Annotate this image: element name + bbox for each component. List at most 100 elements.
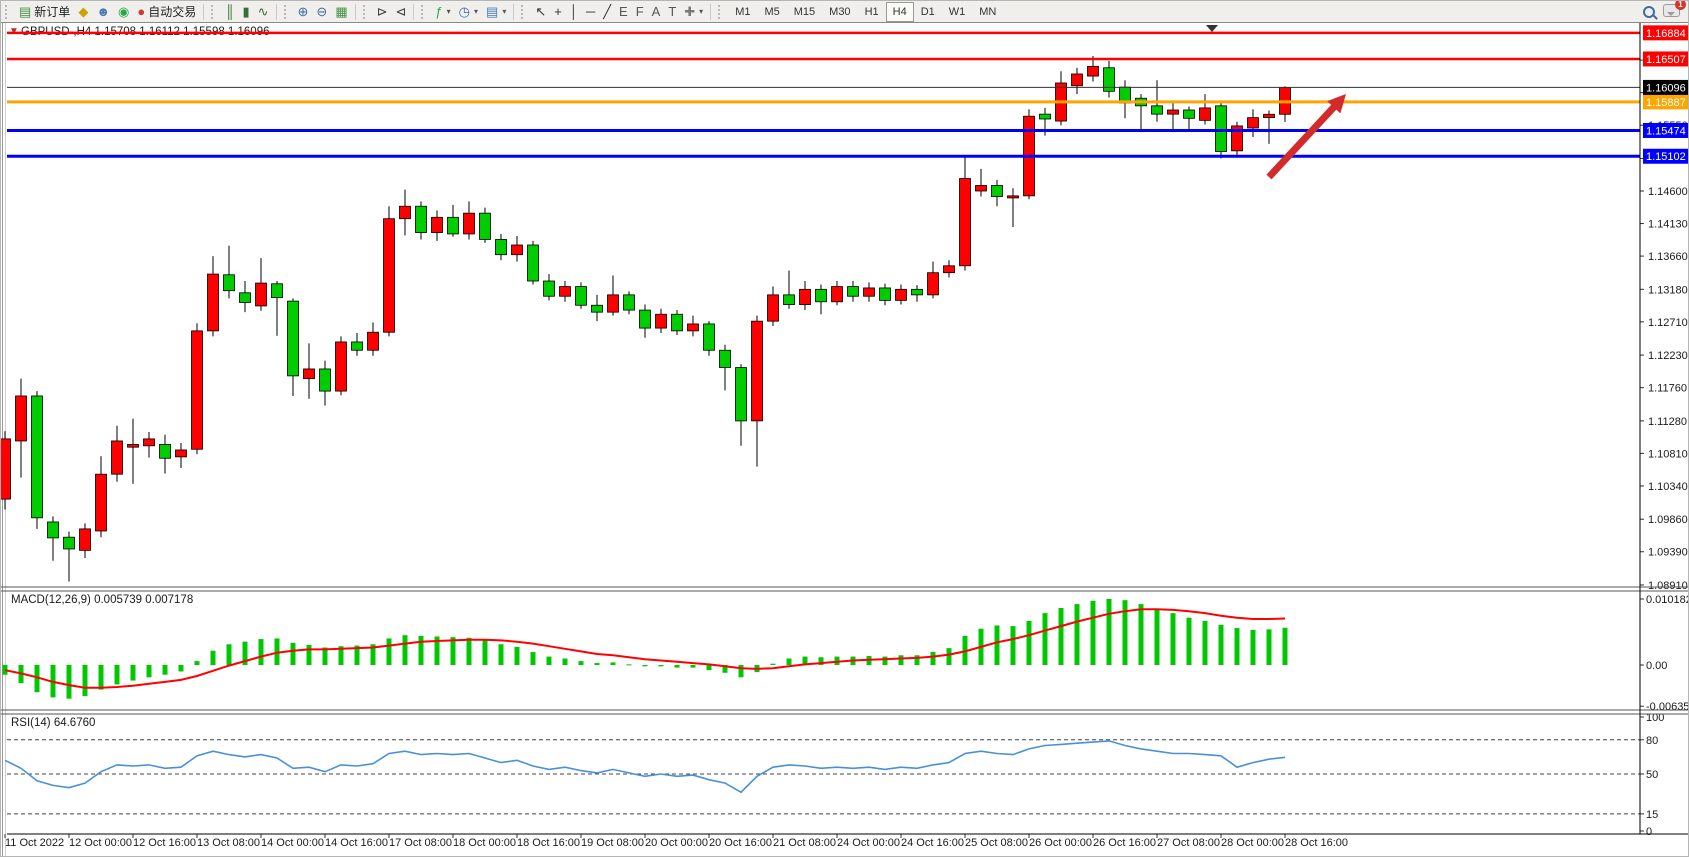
chart-shift-button[interactable]: ⊲: [392, 2, 411, 21]
macd-histogram-bar: [898, 655, 904, 665]
arrow-head: [1327, 94, 1346, 114]
macd-histogram-bar: [1250, 629, 1256, 665]
highlight-tool-button[interactable]: ◆: [74, 2, 92, 21]
price-badge-label: 1.16507: [1646, 54, 1686, 66]
candle-bearish: [223, 274, 235, 292]
timeframe-w1-button[interactable]: W1: [948, 5, 966, 18]
macd-histogram-bar: [306, 644, 312, 665]
trendline-button[interactable]: ╱: [599, 2, 615, 21]
profile-button[interactable]: ☻: [92, 2, 114, 21]
macd-histogram-bar: [994, 625, 1000, 665]
timeframe-m15-button[interactable]: M15: [793, 5, 816, 18]
fibonacci-button[interactable]: F: [632, 2, 648, 21]
candle-bearish: [479, 212, 491, 240]
price-badge: [1643, 148, 1688, 164]
templates-icon: ▤: [486, 4, 499, 19]
price-badge-label: 1.16884: [1646, 28, 1686, 40]
date-tick-label: 28 Oct 00:00: [1221, 837, 1284, 849]
price-badge-label: 1.15102: [1646, 151, 1686, 163]
macd-histogram-bar: [34, 665, 40, 693]
new-order-button[interactable]: ▤ 新订单: [15, 2, 74, 21]
templates-button[interactable]: ▤ ▾: [482, 2, 510, 21]
price-tick-label: 1.13660: [1648, 251, 1688, 263]
chart-shift-marker[interactable]: [1206, 25, 1218, 32]
arrow-annotation[interactable]: [1266, 104, 1337, 180]
cursor-button[interactable]: ↖: [531, 2, 550, 21]
candle-bullish: [511, 244, 523, 256]
date-tick-label: 20 Oct 16:00: [709, 837, 772, 849]
chevron-down-icon[interactable]: ▾: [474, 7, 479, 16]
periods-button[interactable]: ◷ ▾: [455, 2, 482, 21]
candle-bearish: [575, 286, 587, 306]
vertical-line-button[interactable]: │: [566, 2, 582, 21]
date-tick-label: 14 Oct 16:00: [325, 837, 388, 849]
macd-histogram-bar: [1010, 626, 1016, 665]
text-label-button[interactable]: T: [664, 2, 680, 21]
toolbar-grip: [362, 4, 370, 19]
timeframe-d1-button[interactable]: D1: [920, 5, 935, 18]
date-tick-label: 25 Oct 08:00: [965, 837, 1028, 849]
macd-histogram-bar: [210, 650, 216, 665]
macd-histogram-bar: [466, 637, 472, 665]
chevron-down-icon[interactable]: ▾: [446, 7, 451, 16]
candle-bullish: [863, 287, 875, 297]
candle-bullish: [1, 438, 11, 500]
candle-bearish: [527, 244, 539, 282]
search-icon[interactable]: [1643, 5, 1655, 18]
candle-bearish: [495, 239, 507, 256]
chevron-down-icon[interactable]: ▾: [699, 7, 704, 16]
profile-icon: ☻: [96, 4, 110, 19]
rsi-line: [4, 740, 1286, 794]
macd-histogram-bar: [1138, 604, 1144, 665]
candle-bullish: [1247, 117, 1259, 129]
notifications-button[interactable]: 1: [1663, 1, 1686, 20]
auto-trading-button-label: 自动交易: [148, 5, 197, 19]
timeframe-m1-button[interactable]: M1: [735, 5, 751, 18]
timeframe-h1-button[interactable]: H1: [864, 5, 879, 18]
chart-area[interactable]: ▼GBPUSD-,H4 1.15708 1.16112 1.15598 1.16…: [1, 23, 1689, 857]
zoom-out-button[interactable]: ⊖: [312, 2, 331, 21]
zoom-out-icon: ⊖: [316, 4, 328, 19]
candle-bullish: [255, 282, 267, 307]
candle-bullish: [831, 286, 843, 303]
chart-menu-icon[interactable]: ▼: [9, 26, 19, 37]
auto-scroll-button[interactable]: ⊳: [373, 2, 392, 21]
candle-bearish: [1215, 105, 1227, 152]
line-chart-button[interactable]: ∿: [254, 2, 273, 21]
horizontal-line-button[interactable]: ─: [582, 2, 599, 21]
macd-histogram-bar: [242, 641, 248, 665]
price-tick-label: 1.09860: [1648, 514, 1688, 526]
candle-bullish: [975, 185, 987, 192]
date-tick-label: 12 Oct 00:00: [69, 837, 132, 849]
arrows-objects-button[interactable]: ✚ ▾: [680, 2, 707, 21]
timeframe-h4-button[interactable]: H4: [885, 1, 914, 22]
candle-bullish: [1087, 65, 1099, 77]
auto-trading-icon: ●: [137, 4, 146, 19]
add-indicator-button[interactable]: ƒ ▾: [431, 2, 454, 21]
macd-histogram-bar: [1058, 607, 1064, 665]
arrows-objects-icon: ✚: [684, 4, 696, 19]
fibonacci-icon: F: [635, 4, 644, 19]
timeframe-m30-button[interactable]: M30: [829, 5, 851, 18]
timeframe-m5-button[interactable]: M5: [764, 5, 780, 18]
candle-bullish: [15, 395, 27, 442]
equidistant-channel-button[interactable]: E: [615, 2, 632, 21]
price-tick-label: 1.11760: [1648, 383, 1687, 395]
candle-bullish: [143, 438, 155, 447]
zoom-in-button[interactable]: ⊕: [294, 2, 313, 21]
rsi-tick-label: 100: [1646, 712, 1664, 724]
tile-windows-button[interactable]: ▦: [331, 2, 351, 21]
candle-bearish: [591, 304, 603, 313]
date-tick-label: 12 Oct 16:00: [133, 837, 196, 849]
chevron-down-icon[interactable]: ▾: [502, 7, 507, 16]
timeframe-mn-button[interactable]: MN: [979, 5, 997, 18]
bar-chart-button[interactable]: ║: [221, 2, 238, 21]
text-button[interactable]: A: [648, 2, 665, 21]
macd-histogram-bar: [418, 635, 424, 665]
macd-histogram-bar: [1266, 629, 1272, 665]
candlestick-chart-button[interactable]: ▮: [238, 2, 253, 21]
auto-trading-button[interactable]: ● 自动交易: [133, 2, 200, 21]
signals-button[interactable]: ◉: [114, 2, 133, 21]
candle-bearish: [991, 185, 1003, 197]
crosshair-button[interactable]: +: [550, 2, 566, 21]
